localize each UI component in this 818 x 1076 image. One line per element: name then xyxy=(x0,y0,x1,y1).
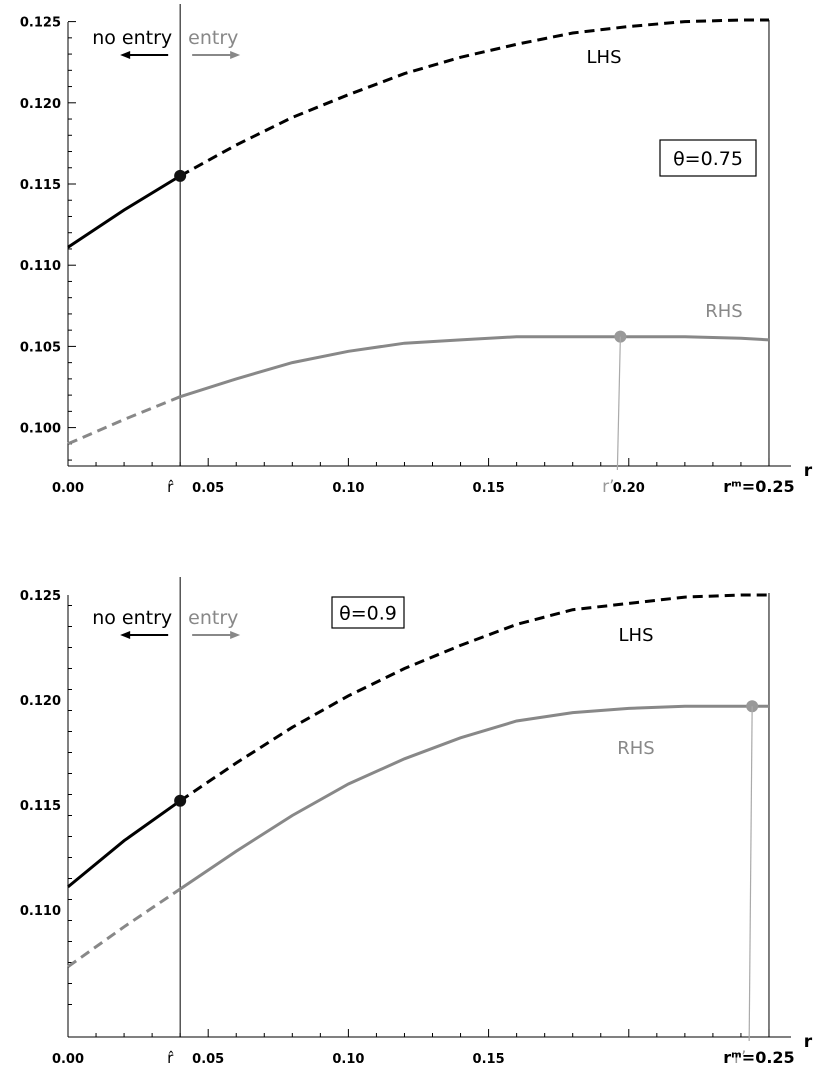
series-LHS-left-line xyxy=(67,799,182,889)
y-tick-label: 0.110 xyxy=(20,259,61,274)
annotation-text: θ=0.9 xyxy=(339,603,397,625)
chart-panel-top: 0.100 0.105 0.110 0.115 0.120 0.125 0.00 0.05 0.… xyxy=(20,4,813,497)
series-RHS-right-line xyxy=(179,704,769,891)
x-tick-label: 0.15 xyxy=(473,1052,505,1067)
r-m-label: rᵐ=0.25 xyxy=(723,1048,794,1067)
r-prime-label: r’ xyxy=(602,477,614,497)
x-tick-label: 0.05 xyxy=(192,1052,224,1067)
chart-panel-bottom: 0.110 0.115 0.120 0.125 0.00 0.05 0.10 0.15 r LHS… xyxy=(20,577,813,1068)
series-LHS-right-line xyxy=(179,593,769,803)
r-prime-drop-line xyxy=(616,336,621,471)
series-RHS-left-line xyxy=(67,887,182,968)
y-tick-label: 0.120 xyxy=(20,97,61,112)
entry-arrowhead xyxy=(230,51,241,59)
x-axis-label: r xyxy=(804,1032,813,1052)
series-LHS-right-line xyxy=(179,18,769,178)
y-tick-label: 0.105 xyxy=(20,340,61,355)
y-tick-label: 0.120 xyxy=(20,694,61,709)
series-label-RHS: RHS xyxy=(705,301,742,322)
x-tick-label: 0.00 xyxy=(52,1052,84,1067)
entry-label: entry xyxy=(188,27,238,49)
y-tick-label: 0.100 xyxy=(20,422,61,437)
annotation-box xyxy=(331,596,405,629)
series-RHS-left-line xyxy=(67,395,181,446)
entry-arrowhead xyxy=(230,631,241,639)
series-label-LHS: LHS xyxy=(587,47,622,68)
x-axis-label: r xyxy=(804,461,813,481)
annotation-text: θ=0.75 xyxy=(673,148,743,170)
x-tick-label: 0.20 xyxy=(613,481,645,496)
series-RHS-right-line xyxy=(179,335,770,399)
r-prime-drop-line xyxy=(748,706,753,1042)
no-entry-arrowhead xyxy=(120,631,131,639)
no-entry-label: no entry xyxy=(92,607,172,629)
r-m-label: rᵐ=0.25 xyxy=(723,477,794,496)
x-tick-label: 0.10 xyxy=(332,481,364,496)
x-tick-label: 0.10 xyxy=(332,1052,364,1067)
r-hat-label: r̂ xyxy=(167,478,174,496)
y-tick-label: 0.115 xyxy=(20,178,61,193)
x-tick-label: 0.00 xyxy=(52,481,84,496)
r-hat-label: r̂ xyxy=(167,1049,174,1067)
y-tick-label: 0.125 xyxy=(20,589,61,604)
series-label-RHS: RHS xyxy=(617,738,654,759)
series-label-LHS: LHS xyxy=(619,625,654,646)
y-tick-label: 0.115 xyxy=(20,799,61,814)
no-entry-arrowhead xyxy=(120,51,131,59)
annotation-box xyxy=(659,139,757,177)
x-tick-label: 0.05 xyxy=(192,481,224,496)
x-tick-label: 0.15 xyxy=(473,481,505,496)
marker-LHS xyxy=(174,169,187,182)
r-prime-label: r’ xyxy=(734,1048,746,1068)
entry-label: entry xyxy=(188,607,238,629)
no-entry-label: no entry xyxy=(92,27,172,49)
y-tick-label: 0.110 xyxy=(20,904,61,919)
series-LHS-left-line xyxy=(67,174,181,249)
y-tick-label: 0.125 xyxy=(20,16,61,31)
marker-LHS xyxy=(174,794,187,807)
